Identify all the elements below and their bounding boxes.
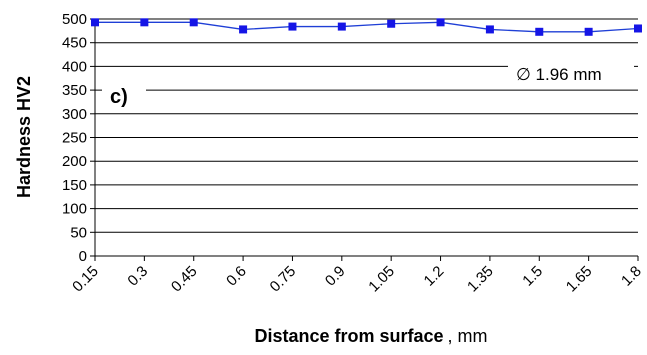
x-tick-label: 1.65 <box>563 263 596 296</box>
x-axis-title-unit: , mm <box>448 326 488 346</box>
y-tick-label: 50 <box>70 224 87 241</box>
panel-label: c) <box>110 86 128 108</box>
diameter-annotation: ∅ 1.96 mm <box>516 65 602 84</box>
x-axis-title: Distance from surface, mm <box>254 326 487 346</box>
axes <box>90 18 639 261</box>
data-point <box>436 18 445 27</box>
y-tick-label: 450 <box>62 35 87 52</box>
y-tick-label: 400 <box>62 58 87 75</box>
x-tick-label: 0.3 <box>124 263 151 290</box>
x-tick-label: 1.35 <box>464 263 497 296</box>
panel-label-background <box>102 80 146 110</box>
grid-lines <box>95 18 638 233</box>
y-tick-label: 100 <box>62 201 87 218</box>
x-tick-label: 0.6 <box>223 263 250 290</box>
x-tick-label: 0.75 <box>267 263 300 296</box>
y-axis-title: Hardness HV2 <box>14 76 34 198</box>
y-tick-label: 300 <box>62 106 87 123</box>
data-point <box>288 22 297 31</box>
y-tick-label: 350 <box>62 82 87 99</box>
x-tick-label: 1.5 <box>519 263 546 290</box>
y-tick-label: 200 <box>62 153 87 170</box>
y-tick-labels: 0 50 100 150 200 250 300 350 400 450 500 <box>62 11 87 265</box>
y-tick-label: 500 <box>62 11 87 28</box>
data-point <box>337 22 346 31</box>
x-tick-label: 0.45 <box>168 263 201 296</box>
data-point <box>584 27 593 36</box>
x-axis-title-main: Distance from surface <box>254 326 443 346</box>
data-point <box>634 24 642 33</box>
annotation-box <box>508 58 634 88</box>
x-tick-label: 0.9 <box>322 263 349 290</box>
y-tick-label: 150 <box>62 177 87 194</box>
x-tick-label: 1.05 <box>365 263 398 296</box>
data-point <box>485 25 494 34</box>
x-tick-label: 0.15 <box>69 263 102 296</box>
data-point <box>387 19 396 28</box>
data-point <box>535 27 544 36</box>
data-point <box>140 18 149 27</box>
x-tick-label: 1.2 <box>421 263 448 290</box>
series <box>91 18 642 36</box>
series-line <box>95 21 639 33</box>
y-tick-label: 250 <box>62 130 87 147</box>
y-tick-label: 0 <box>79 248 87 265</box>
x-tick-label: 1.8 <box>618 263 645 290</box>
data-point <box>239 25 248 34</box>
data-point <box>189 18 198 27</box>
data-point <box>91 18 99 27</box>
x-tick-labels: 0.15 0.3 0.45 0.6 0.75 0.9 1.05 1.2 1.35 1.5 1.65 1… <box>69 263 645 296</box>
